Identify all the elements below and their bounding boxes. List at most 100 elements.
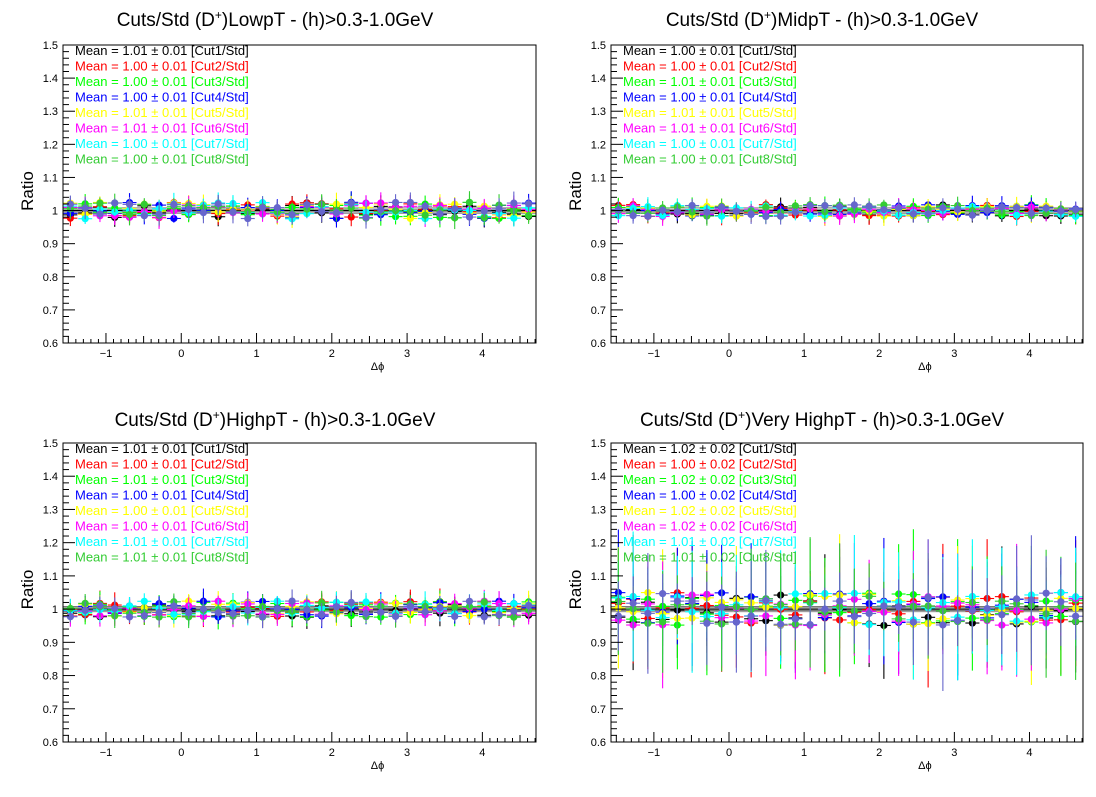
data-point bbox=[644, 212, 652, 220]
chart-panel-4: Cuts/Std (D+)Very HighpT - (h)>0.3-1.0Ge… bbox=[566, 408, 1084, 772]
x-tick-label: 3 bbox=[951, 747, 957, 759]
x-tick-label: 1 bbox=[253, 348, 259, 360]
data-point bbox=[703, 619, 711, 627]
x-tick-label: −1 bbox=[100, 348, 113, 360]
x-axis: −1 0 1 2 3 4 bbox=[615, 732, 1083, 759]
y-tick-label: 0.7 bbox=[43, 704, 58, 716]
legend-entry-7: Mean = 1.01 ± 0.01 [Cut7/Std] bbox=[75, 534, 249, 549]
data-point bbox=[614, 206, 622, 214]
data-points bbox=[63, 191, 536, 230]
chart-title-superscript: + bbox=[213, 408, 220, 422]
y-tick-label: 0.9 bbox=[43, 637, 58, 649]
data-point bbox=[170, 200, 178, 208]
x-tick-label: 3 bbox=[404, 747, 410, 759]
data-point bbox=[510, 607, 518, 615]
chart-title-superscript: + bbox=[738, 408, 745, 422]
data-point bbox=[850, 613, 858, 621]
data-point bbox=[495, 611, 503, 619]
legend: Mean = 1.01 ± 0.01 [Cut1/Std]Mean = 1.00… bbox=[75, 441, 249, 565]
y-tick-label: 0.7 bbox=[591, 305, 606, 317]
legend-entry-5: Mean = 1.01 ± 0.01 [Cut5/Std] bbox=[623, 105, 797, 120]
y-tick-label: 1.3 bbox=[43, 106, 58, 118]
data-point bbox=[140, 612, 148, 620]
legend-entry-8: Mean = 1.01 ± 0.01 [Cut8/Std] bbox=[75, 550, 249, 565]
data-point bbox=[791, 590, 799, 598]
data-point bbox=[718, 212, 726, 220]
x-axis-title: Δϕ bbox=[371, 760, 385, 772]
data-point bbox=[125, 613, 134, 621]
chart-title-superscript: + bbox=[215, 8, 222, 22]
series-9 bbox=[63, 589, 536, 629]
x-tick-label: −1 bbox=[100, 747, 113, 759]
y-tick-label: 0.6 bbox=[43, 338, 58, 350]
legend-entry-6: Mean = 1.00 ± 0.01 [Cut6/Std] bbox=[75, 519, 249, 534]
legend: Mean = 1.01 ± 0.01 [Cut1/Std]Mean = 1.00… bbox=[75, 43, 249, 167]
data-point bbox=[140, 597, 148, 605]
data-point bbox=[421, 211, 429, 219]
legend-entry-7: Mean = 1.00 ± 0.01 [Cut7/Std] bbox=[75, 136, 249, 151]
data-point bbox=[96, 601, 104, 610]
x-tick-label: 0 bbox=[726, 747, 732, 759]
data-point bbox=[465, 198, 474, 207]
data-point bbox=[924, 210, 932, 218]
series-3 bbox=[611, 195, 1083, 225]
y-tick-label: 1.2 bbox=[43, 139, 58, 151]
data-point bbox=[214, 609, 222, 617]
data-point bbox=[66, 200, 74, 208]
chart-title-rest: )Very HighpT - (h)>0.3-1.0GeV bbox=[745, 410, 1004, 431]
legend-entry-8: Mean = 1.00 ± 0.01 [Cut8/Std] bbox=[623, 152, 797, 167]
y-tick-label: 1.4 bbox=[43, 73, 58, 85]
x-tick-label: 3 bbox=[404, 348, 410, 360]
data-point bbox=[362, 609, 370, 617]
y-tick-label: 0.8 bbox=[43, 272, 58, 284]
chart-title-rest: )HighpT - (h)>0.3-1.0GeV bbox=[220, 410, 436, 431]
data-point bbox=[762, 203, 770, 211]
data-point bbox=[318, 207, 326, 216]
data-point bbox=[659, 618, 667, 626]
data-point bbox=[199, 208, 208, 217]
data-point bbox=[1042, 209, 1050, 217]
data-point bbox=[258, 613, 267, 621]
data-point bbox=[1072, 612, 1080, 620]
data-point bbox=[199, 605, 208, 613]
legend-entry-3: Mean = 1.00 ± 0.01 [Cut3/Std] bbox=[75, 74, 249, 89]
x-tick-label: 1 bbox=[253, 747, 259, 759]
data-point bbox=[495, 205, 503, 213]
y-tick-label: 0.6 bbox=[591, 737, 606, 749]
data-point bbox=[244, 214, 252, 223]
y-tick-label: 1.3 bbox=[591, 106, 606, 118]
data-point bbox=[688, 201, 696, 210]
x-tick-label: 4 bbox=[1026, 348, 1032, 360]
data-point bbox=[406, 602, 414, 610]
series-3 bbox=[63, 590, 536, 630]
legend-entry-6: Mean = 1.01 ± 0.01 [Cut6/Std] bbox=[75, 121, 249, 136]
data-point bbox=[954, 205, 962, 213]
legend-entry-6: Mean = 1.02 ± 0.02 [Cut6/Std] bbox=[623, 519, 797, 534]
data-point bbox=[791, 615, 799, 623]
x-axis-title: Δϕ bbox=[918, 361, 932, 373]
x-tick-label: 1 bbox=[801, 747, 807, 759]
data-point bbox=[214, 200, 222, 208]
legend-entry-8: Mean = 1.01 ± 0.02 [Cut8/Std] bbox=[623, 550, 797, 565]
data-point bbox=[96, 210, 104, 218]
chart-title-main: Cuts/Std (D bbox=[115, 410, 213, 431]
legend-entry-6: Mean = 1.01 ± 0.01 [Cut6/Std] bbox=[623, 121, 797, 136]
series-9 bbox=[611, 535, 1083, 692]
x-axis: −1 0 1 2 3 4 bbox=[615, 333, 1083, 360]
x-axis: −1 0 1 2 3 4 bbox=[67, 333, 536, 360]
data-point bbox=[303, 201, 311, 209]
data-point bbox=[703, 208, 711, 216]
data-point bbox=[865, 609, 873, 618]
data-point bbox=[347, 199, 355, 207]
data-point bbox=[762, 597, 770, 605]
data-point bbox=[273, 605, 281, 613]
series-1 bbox=[611, 546, 1083, 679]
y-tick-label: 0.9 bbox=[43, 239, 58, 251]
data-point bbox=[1013, 595, 1021, 603]
data-point bbox=[806, 621, 814, 629]
legend-entry-4: Mean = 1.00 ± 0.01 [Cut4/Std] bbox=[623, 90, 797, 105]
data-point bbox=[806, 212, 814, 220]
data-point bbox=[850, 201, 858, 209]
data-point bbox=[229, 208, 237, 216]
data-point bbox=[747, 210, 755, 218]
